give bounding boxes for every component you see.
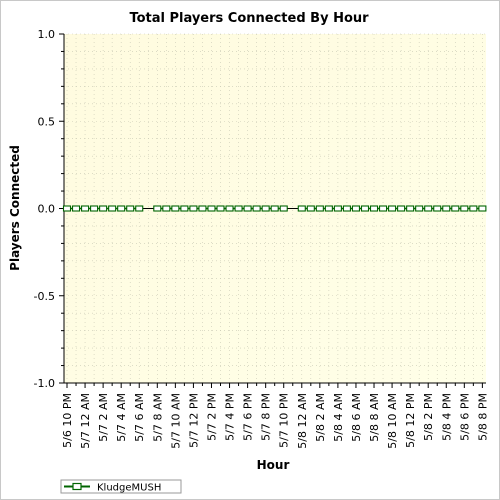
- data-point: [108, 205, 117, 212]
- x-tick-label: 5/6 10 PM: [61, 393, 74, 448]
- y-tick-label: 1.0: [38, 28, 56, 41]
- data-point: [378, 205, 388, 212]
- x-tick-label: 5/7 10 PM: [278, 393, 291, 448]
- data-point: [433, 205, 442, 212]
- x-tick-label: 5/8 12 AM: [296, 393, 309, 449]
- data-point: [234, 205, 243, 212]
- data-point: [207, 205, 216, 212]
- data-point: [62, 205, 72, 212]
- data-point: [415, 205, 424, 212]
- x-tick-label: 5/7 6 PM: [242, 393, 255, 441]
- data-point: [478, 205, 487, 212]
- data-point: [424, 205, 433, 212]
- x-ticks: 5/6 10 PM 5/7 12 AM 5/7 2 AM 5/7 4 AM 5/7 6 …: [61, 383, 489, 449]
- x-tick-label: 5/8 6 AM: [350, 393, 363, 442]
- data-point: [180, 205, 189, 212]
- data-point: [442, 205, 451, 212]
- data-point: [216, 205, 225, 212]
- data-point: [397, 205, 406, 212]
- data-point: [333, 205, 342, 212]
- data-point: [279, 205, 288, 212]
- x-tick-label: 5/8 4 PM: [440, 393, 453, 441]
- data-point: [351, 205, 361, 212]
- x-tick-label: 5/8 8 AM: [368, 393, 381, 442]
- x-tick-label: 5/8 12 PM: [404, 393, 417, 448]
- x-tick-label: 5/7 2 PM: [205, 393, 218, 441]
- data-point: [171, 205, 180, 212]
- data-point: [189, 205, 198, 212]
- x-tick-label: 5/7 10 AM: [169, 393, 182, 449]
- data-point: [243, 205, 252, 212]
- data-point: [460, 205, 469, 212]
- data-point: [469, 205, 478, 212]
- x-tick-label: 5/7 6 AM: [133, 393, 146, 442]
- data-point: [81, 205, 90, 212]
- y-axis-label: Players Connected: [8, 145, 22, 271]
- y-tick-label: 0.5: [38, 115, 56, 128]
- data-point: [315, 205, 324, 212]
- data-point: [71, 205, 81, 212]
- x-tick-label: 5/8 2 AM: [314, 393, 327, 442]
- x-tick-label: 5/7 8 PM: [260, 393, 273, 441]
- x-tick-label: 5/8 8 PM: [476, 393, 489, 441]
- legend-swatch-marker: [72, 482, 82, 491]
- series-layer: [62, 205, 487, 212]
- data-point: [225, 205, 234, 212]
- data-point: [261, 205, 270, 212]
- data-point: [369, 205, 379, 212]
- data-point: [99, 205, 108, 212]
- data-point: [126, 205, 135, 212]
- data-point: [270, 205, 279, 212]
- data-point: [252, 205, 261, 212]
- chart-title: Total Players Connected By Hour: [129, 11, 369, 26]
- legend: KludgeMUSH: [60, 479, 182, 494]
- data-point: [388, 205, 397, 212]
- x-tick-label: 5/7 2 AM: [97, 393, 110, 442]
- x-axis-label: Hour: [257, 458, 290, 472]
- data-point: [342, 205, 351, 212]
- x-tick-label: 5/8 6 PM: [458, 393, 471, 441]
- y-tick-label: -0.5: [34, 290, 55, 303]
- legend-label: KludgeMUSH: [97, 483, 161, 494]
- data-point: [297, 205, 306, 212]
- y-tick-label: -1.0: [34, 377, 55, 390]
- data-point: [153, 205, 162, 212]
- x-tick-label: 5/8 4 AM: [332, 393, 345, 442]
- x-tick-label: 5/7 12 AM: [79, 393, 92, 449]
- y-ticks: 1.0 0.5 0.0 -0.5 -1.0: [34, 28, 64, 390]
- x-tick-label: 5/7 8 AM: [151, 393, 164, 442]
- x-tick-label: 5/8 2 PM: [422, 393, 435, 441]
- x-tick-label: 5/7 4 PM: [224, 393, 237, 441]
- data-point: [162, 205, 171, 212]
- data-point: [135, 205, 144, 212]
- x-tick-label: 5/7 4 AM: [115, 393, 128, 442]
- data-point: [360, 205, 370, 212]
- data-point: [198, 205, 207, 212]
- data-point: [90, 205, 99, 212]
- data-point: [324, 205, 333, 212]
- legend-box: [60, 479, 182, 494]
- data-point: [406, 205, 415, 212]
- x-tick-label: 5/8 10 AM: [386, 393, 399, 449]
- data-point: [117, 205, 126, 212]
- data-point: [451, 205, 460, 212]
- y-tick-label: 0.0: [38, 203, 56, 216]
- x-tick-label: 5/7 12 PM: [187, 393, 200, 448]
- data-point: [306, 205, 315, 212]
